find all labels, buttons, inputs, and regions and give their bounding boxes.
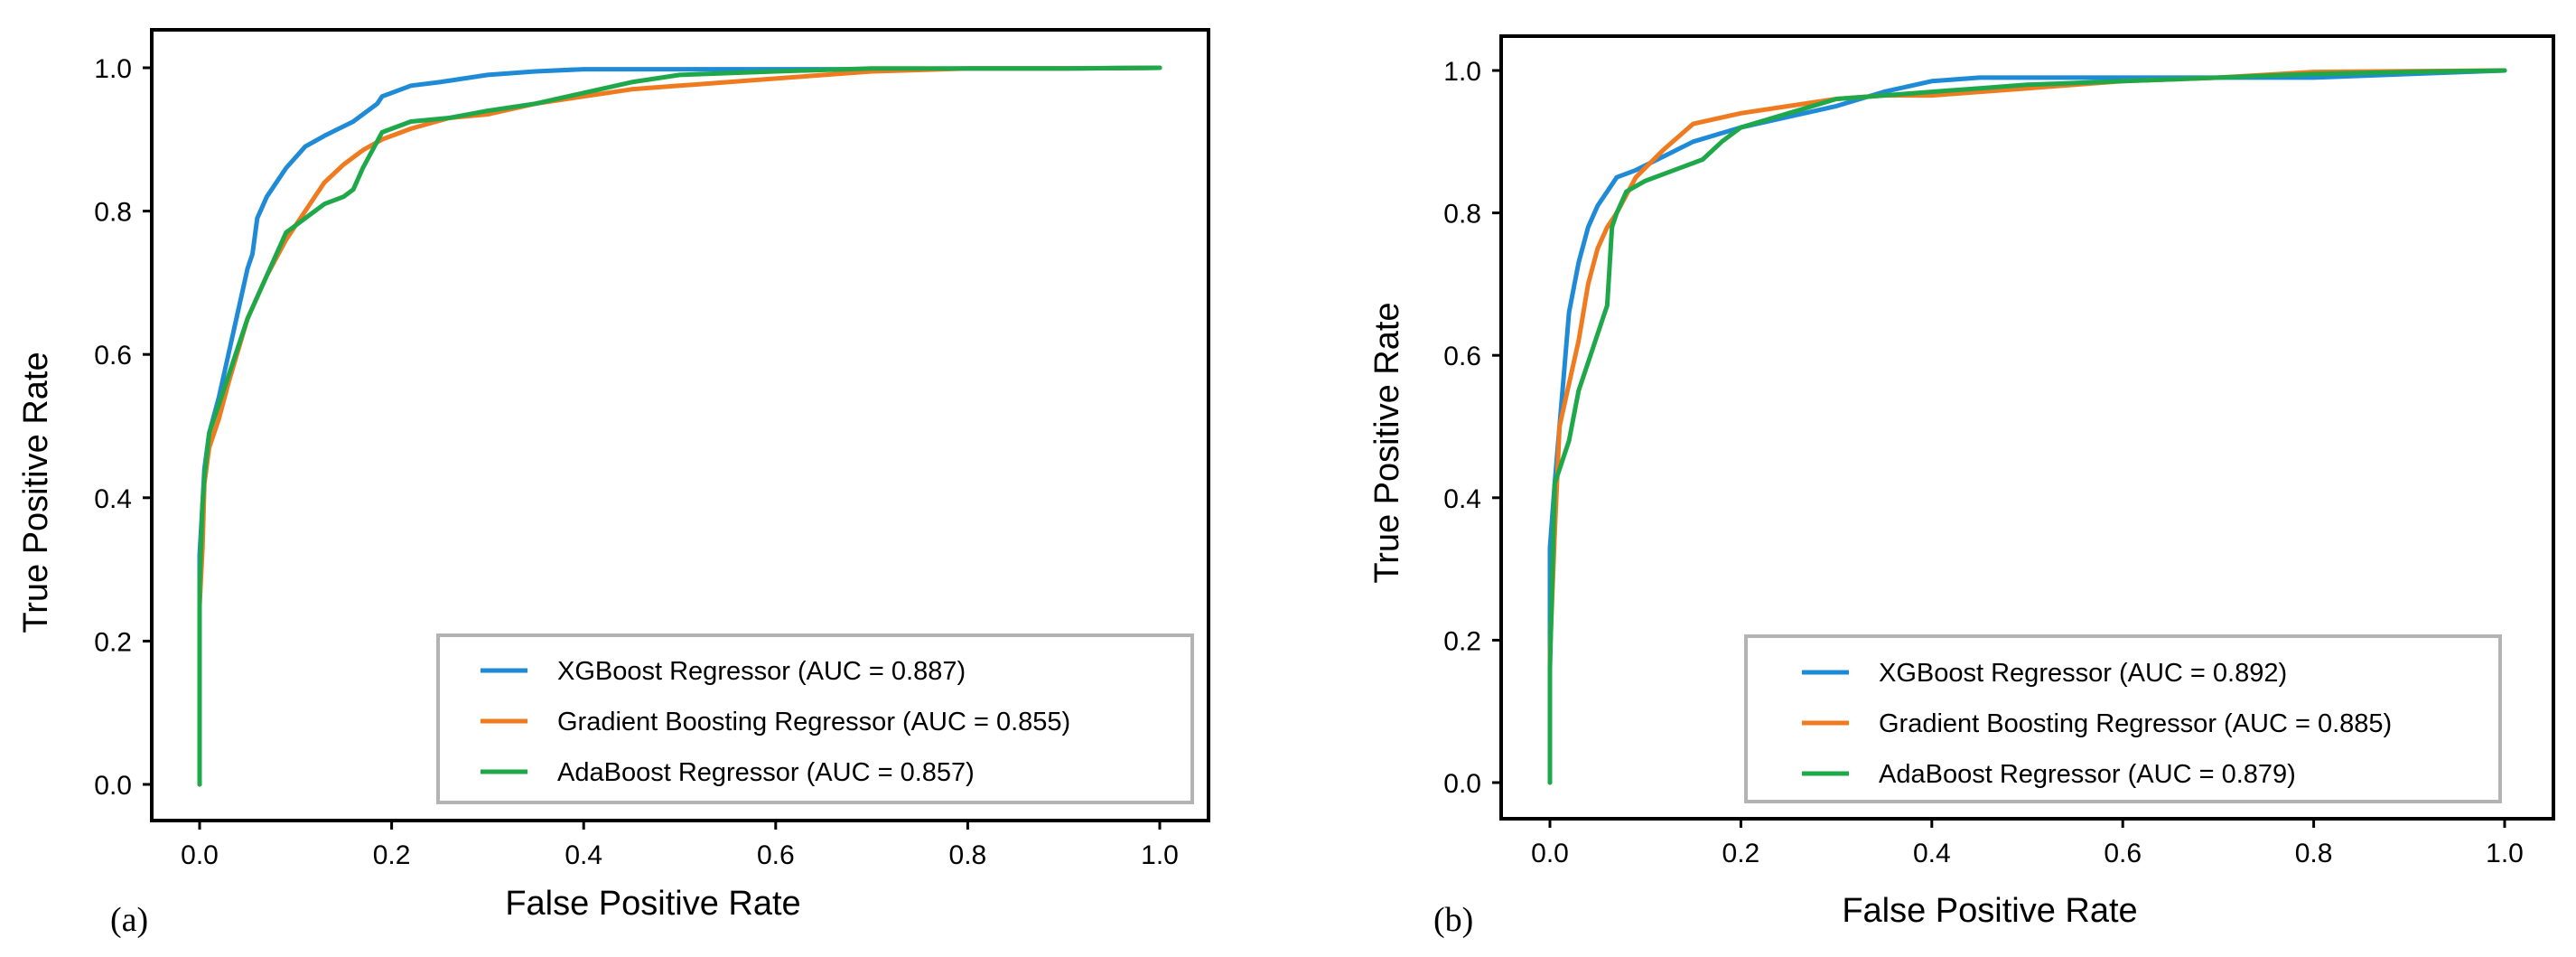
legend-box xyxy=(1744,634,2502,803)
x-tick-label: 0.2 xyxy=(373,840,411,870)
x-tick-label: 0.8 xyxy=(2295,839,2333,868)
legend-entry: Gradient Boosting Regressor (AUC = 0.885… xyxy=(1879,709,2392,738)
x-axis-label: False Positive Rate xyxy=(505,885,800,923)
legend-box xyxy=(436,633,1194,804)
roc-panel-b: 0.0 0.2 0.4 0.6 0.8 1.0 0.0 0.2 0.4 0.6 0.8 1.0 XG… xyxy=(1368,34,2555,939)
legend: XGBoost Regressor (AUC = 0.887) Gradient … xyxy=(481,657,1070,787)
x-tick-label: 0.0 xyxy=(181,840,219,870)
roc-panel-a: 0.0 0.2 0.4 0.6 0.8 1.0 0.0 0.2 0.4 0.6 0.8 1.0 XG… xyxy=(17,28,1210,939)
roc-curve-2 xyxy=(1547,68,2507,785)
x-tick-label: 0.4 xyxy=(1913,839,1951,868)
roc-curve-2 xyxy=(197,65,1162,787)
legend-entry: AdaBoost Regressor (AUC = 0.879) xyxy=(1879,760,2296,789)
legend-entry: XGBoost Regressor (AUC = 0.887) xyxy=(557,657,966,686)
x-tick-label: 0.6 xyxy=(757,840,795,870)
y-tick-label: 0.4 xyxy=(1443,484,1481,514)
panel-label-a: (a) xyxy=(110,901,148,939)
y-tick-label: 1.0 xyxy=(1443,57,1481,87)
legend: XGBoost Regressor (AUC = 0.892) Gradient … xyxy=(1802,659,2392,789)
x-axis-label: False Positive Rate xyxy=(1842,892,2137,930)
x-tick-label: 0.6 xyxy=(2104,839,2142,868)
roc-curves xyxy=(197,65,1162,787)
y-tick-label: 0.6 xyxy=(1443,342,1481,371)
y-ticks: 0.0 0.2 0.4 0.6 0.8 1.0 xyxy=(1443,57,1501,799)
legend-entry: AdaBoost Regressor (AUC = 0.857) xyxy=(557,758,975,787)
x-ticks: 0.0 0.2 0.4 0.6 0.8 1.0 xyxy=(181,821,1179,870)
plot-area-frame xyxy=(150,28,1210,822)
roc-curve-0 xyxy=(1547,68,2507,785)
plot-area-frame xyxy=(1499,34,2555,821)
x-tick-label: 0.4 xyxy=(565,840,602,870)
panel-label-b: (b) xyxy=(1433,901,1473,939)
y-tick-label: 0.8 xyxy=(94,198,132,228)
legend-entry: XGBoost Regressor (AUC = 0.892) xyxy=(1879,659,2287,688)
x-tick-label: 0.2 xyxy=(1722,839,1760,868)
roc-curve-1 xyxy=(197,65,1162,787)
legend-entry: Gradient Boosting Regressor (AUC = 0.855… xyxy=(557,708,1070,737)
y-axis-label: True Positive Rate xyxy=(17,352,55,633)
y-tick-label: 0.4 xyxy=(94,484,132,514)
x-ticks: 0.0 0.2 0.4 0.6 0.8 1.0 xyxy=(1531,819,2524,868)
y-tick-label: 0.2 xyxy=(94,627,132,657)
y-tick-label: 1.0 xyxy=(94,54,132,84)
x-tick-label: 0.0 xyxy=(1531,839,1569,868)
y-axis-label: True Positive Rate xyxy=(1368,302,1406,583)
y-tick-label: 0.0 xyxy=(94,771,132,801)
y-tick-label: 0.8 xyxy=(1443,200,1481,230)
x-tick-label: 0.8 xyxy=(949,840,987,870)
y-ticks: 0.0 0.2 0.4 0.6 0.8 1.0 xyxy=(94,54,152,801)
roc-curves xyxy=(1547,68,2507,785)
y-tick-label: 0.2 xyxy=(1443,626,1481,656)
y-tick-label: 0.0 xyxy=(1443,769,1481,799)
y-tick-label: 0.6 xyxy=(94,341,132,371)
x-tick-label: 1.0 xyxy=(2486,839,2524,868)
x-tick-label: 1.0 xyxy=(1141,840,1179,870)
